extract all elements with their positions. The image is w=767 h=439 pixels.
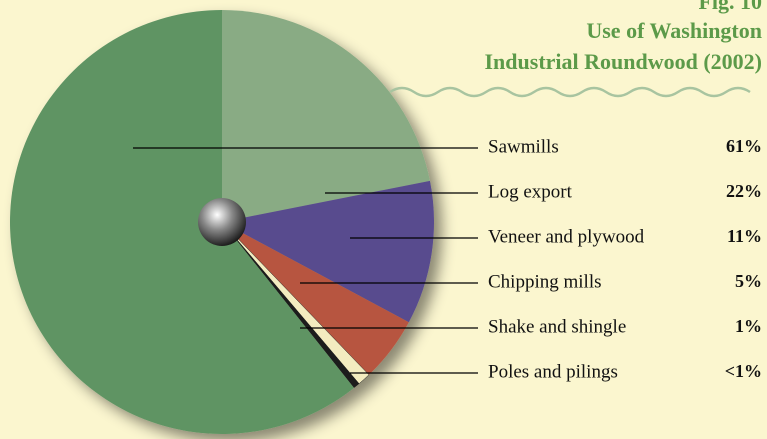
legend-label: Chipping mills: [488, 271, 602, 292]
pie-slice: [222, 180, 435, 323]
value-label: 5%: [735, 271, 762, 291]
chart-title: Fig. 10: [698, 0, 762, 14]
value-label: 1%: [735, 316, 762, 336]
value-label: 11%: [727, 226, 762, 246]
legend-label: Poles and pilings: [488, 361, 618, 382]
pie-slice: [10, 10, 354, 434]
value-label: 61%: [726, 136, 762, 156]
chart-subtitle: Industrial Roundwood (2002): [484, 49, 762, 74]
value-label: <1%: [725, 361, 762, 381]
center-ornament: [198, 198, 246, 246]
legend-label: Sawmills: [488, 136, 559, 157]
pie-slice: [221, 221, 370, 385]
pie: [10, 10, 435, 434]
pie-slice: [222, 222, 360, 388]
legend-label: Veneer and plywood: [488, 226, 645, 247]
decoration: [389, 86, 751, 98]
pie-slice: [222, 10, 430, 222]
legend-label: Shake and shingle: [488, 316, 626, 337]
legend-label: Log export: [488, 181, 573, 202]
pie-slice: [222, 222, 409, 375]
chart-subtitle: Use of Washington: [586, 18, 762, 43]
value-label: 22%: [726, 181, 762, 201]
